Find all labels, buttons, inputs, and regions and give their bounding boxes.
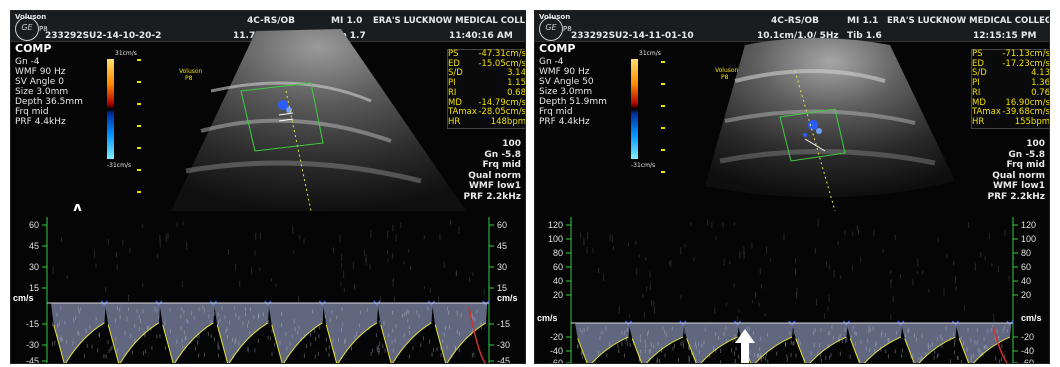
setting-item: 100 — [463, 139, 521, 150]
measurement-row: HR 148bpm — [448, 118, 526, 128]
tick-label-left: 20 — [553, 290, 563, 300]
setting-item: WMF low1 — [987, 181, 1045, 192]
tick-label-right: 45 — [497, 241, 507, 251]
tick-label-left: 15 — [29, 283, 39, 293]
sector-model: P8 — [721, 73, 728, 83]
tick-label-left: -30 — [26, 340, 39, 350]
setting-item: WMF low1 — [463, 181, 521, 192]
tick-label-right: 15 — [497, 283, 507, 293]
tick-label-right: 30 — [497, 262, 507, 272]
unit-label-left: cm/s — [13, 293, 34, 303]
arrow-annotation-icon — [735, 329, 755, 364]
tick-label-left: 40 — [553, 276, 563, 286]
setting-item: Frq mid — [463, 160, 521, 171]
setting-item: Qual norm — [987, 171, 1045, 182]
ultrasound-panel-b: GE Voluson P8 233292SU2-14-11-01-10 4C-R… — [534, 10, 1050, 364]
setting-item: Gn -5.8 — [987, 150, 1045, 161]
tick-label-right: -60 — [1021, 358, 1034, 364]
ultrasound-panel-a: GE Voluson P8 233292SU2-14-10-20-2 4C-RS… — [10, 10, 526, 364]
tick-label-right: -40 — [1021, 346, 1034, 356]
tick-label-left: -60 — [550, 358, 563, 364]
tick-label-right: -20 — [1021, 332, 1034, 342]
unit-label-left: cm/s — [537, 313, 558, 323]
setting-item: PRF 2.2kHz — [987, 192, 1045, 203]
tick-label-left: -20 — [550, 332, 563, 342]
doppler-spectrum: 60 45 30 15 -15 -30 -45 60 45 30 15 -15 -30 -45 cm/s cm… — [11, 211, 526, 364]
unit-label-right: cm/s — [1021, 313, 1042, 323]
setting-item: PRF 2.2kHz — [463, 192, 521, 203]
tick-label-right: 20 — [1021, 290, 1031, 300]
tick-label-left: 60 — [553, 262, 563, 272]
setting-item: Qual norm — [463, 171, 521, 182]
tick-label-right: -30 — [497, 340, 510, 350]
tick-label-right: 60 — [1021, 262, 1031, 272]
tick-label-right: 80 — [1021, 248, 1031, 258]
tick-label-right: -45 — [497, 356, 510, 364]
unit-label-right: cm/s — [497, 293, 518, 303]
settings-right: 100 Gn -5.8 Frq mid Qual norm WMF low1 P… — [987, 139, 1045, 202]
tick-label-left: 80 — [553, 248, 563, 258]
tick-label-left: 60 — [29, 220, 39, 230]
settings-right: 100 Gn -5.8 Frq mid Qual norm WMF low1 P… — [463, 139, 521, 202]
measurement-row: HR 155bpm — [972, 118, 1050, 128]
tick-label-right: -15 — [497, 319, 510, 329]
tick-label-left: -45 — [26, 356, 39, 364]
measurement-table: PS -47.31cm/s ED -15.05cm/s S/D 3.14 PI 1.15… — [447, 49, 526, 129]
tick-label-left: 45 — [29, 241, 39, 251]
tick-label-right: 120 — [1021, 220, 1036, 230]
tick-label-left: -15 — [26, 319, 39, 329]
tick-label-right: 100 — [1021, 234, 1036, 244]
tick-label-left: 30 — [29, 262, 39, 272]
doppler-spectrum: 120 100 80 60 40 20 -20 -40 -60 120 100 80 60 40 20 -20… — [535, 211, 1050, 364]
setting-item: Gn -5.8 — [463, 150, 521, 161]
measurement-table: PS -71.13cm/s ED -17.23cm/s S/D 4.13 PI 1.36… — [971, 49, 1050, 129]
setting-item: 100 — [987, 139, 1045, 150]
setting-item: Frq mid — [987, 160, 1045, 171]
tick-label-left: 120 — [548, 220, 563, 230]
tick-label-right: 40 — [1021, 276, 1031, 286]
sector-model: P8 — [185, 74, 192, 84]
tick-label-right: 60 — [497, 220, 507, 230]
tick-label-left: -40 — [550, 346, 563, 356]
tick-label-left: 100 — [548, 234, 563, 244]
